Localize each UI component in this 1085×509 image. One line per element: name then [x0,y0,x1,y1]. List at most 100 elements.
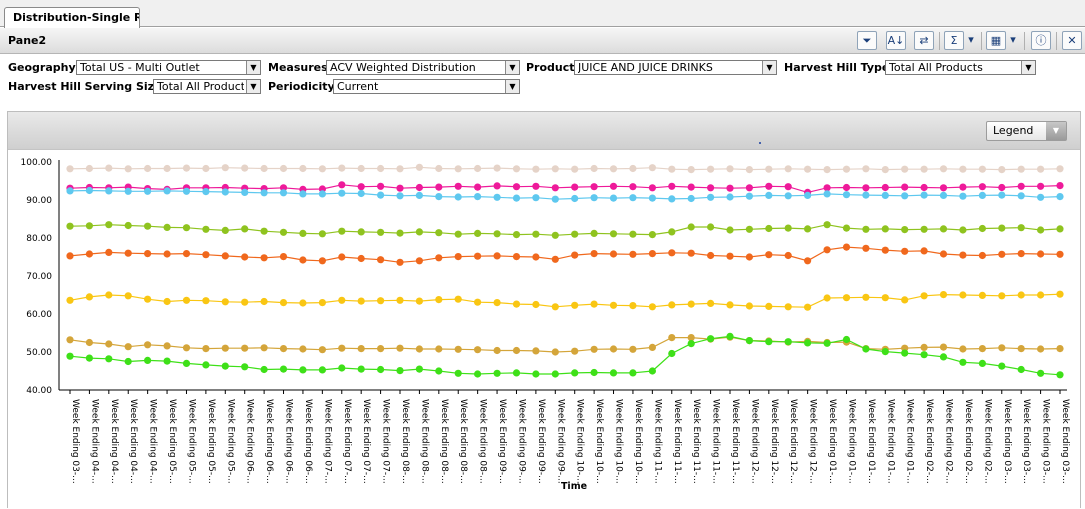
data-point [784,303,792,311]
data-point [804,225,812,233]
data-point [784,251,792,260]
filter-icon[interactable]: ⏷ [857,31,877,50]
data-point [454,345,462,353]
serving-size-select[interactable]: Total All Products ▼ [153,79,261,94]
data-point [862,345,870,353]
tools-icon[interactable]: ✕ [1062,31,1082,50]
data-point [338,164,346,172]
data-point [318,366,326,374]
data-point [745,302,754,310]
x-tick-label: Week Ending 10-... [614,399,624,484]
sum-icon[interactable]: Σ [944,31,964,50]
chevron-down-icon[interactable]: ▼ [1021,61,1035,74]
chart-header: Legend ▼ [8,112,1080,150]
data-point [823,221,831,229]
x-tick-label: Week Ending 07-... [361,399,371,484]
data-point [182,344,191,352]
legend-dropdown[interactable]: Legend ▼ [986,121,1067,141]
data-point [85,222,93,230]
periodicity-select[interactable]: Current ▼ [333,79,520,94]
data-point [105,187,113,195]
data-point [629,230,637,238]
data-point [959,226,967,234]
product-select[interactable]: JUICE AND JUICE DRINKS ▼ [574,60,777,75]
data-point [202,345,210,353]
data-point [357,189,365,198]
x-tick-label: Week Ending 04-... [148,399,158,484]
data-point [668,228,676,236]
data-point [726,165,734,173]
data-point [512,300,521,308]
data-point [687,249,695,257]
data-point [1017,182,1025,190]
data-point [512,346,521,355]
chart-panel: Legend ▼ 40.00 50.00 60.00 70.00 80.00 90.00 1… [7,111,1081,508]
data-point [609,182,618,190]
data-point [124,187,132,195]
data-point [998,362,1006,370]
series-line [69,166,1061,171]
chevron-down-icon[interactable]: ▼ [246,61,260,74]
info-icon[interactable]: ⓘ [1031,31,1051,50]
data-point [279,345,288,353]
chevron-down-icon[interactable]: ▼ [246,80,260,93]
chevron-down-icon[interactable]: ▼ [505,61,519,74]
data-point [182,359,191,367]
data-point [318,346,326,354]
data-point [881,183,889,192]
measures-select[interactable]: ACV Weighted Distribution ▼ [326,60,520,75]
data-point [512,253,521,261]
data-point [1017,192,1025,200]
toolbar-separator [981,32,982,50]
data-point [629,369,637,377]
data-point [804,339,812,347]
data-point [590,345,598,353]
x-tick-label: Week Ending 08-... [458,399,468,484]
data-point [765,338,773,346]
data-point [260,344,268,352]
data-point [299,164,307,173]
tab-distribution-single[interactable]: Distribution-Single R... [4,7,140,28]
chevron-down-icon[interactable]: ▼ [1046,122,1066,140]
data-point [978,345,987,353]
data-point [842,191,851,199]
data-point [920,165,928,173]
sum-dropdown-icon[interactable]: ▾ [968,33,974,46]
table-layout-icon[interactable]: ▦ [986,31,1006,50]
data-point [221,226,229,234]
x-tick-label: Week Ending 07-... [342,399,352,484]
x-tick-label: Week Ending 09-... [536,399,546,484]
data-point [939,353,948,361]
data-point [66,222,74,230]
layout-dropdown-icon[interactable]: ▾ [1010,33,1016,46]
x-tick-label: Week Ending 10-... [594,399,604,484]
data-point [221,252,229,260]
x-tick-label: Week Ending 05-... [206,399,216,484]
chevron-down-icon[interactable]: ▼ [505,80,519,93]
data-point [959,345,967,353]
data-point [105,340,113,348]
data-point [318,190,326,198]
grid-swap-icon[interactable]: ⇄ [914,31,934,50]
data-point [105,291,113,299]
data-point [493,346,501,355]
data-point [745,253,754,261]
harvest-type-select[interactable]: Total All Products ▼ [885,60,1036,75]
sort-icon[interactable]: A↓ [886,31,906,50]
data-point [1017,250,1025,258]
data-point [260,227,268,235]
chevron-down-icon[interactable]: ▼ [762,61,776,74]
x-tick-label: Week Ending 12-... [769,399,779,484]
data-point [959,183,967,191]
measures-label: Measures [268,61,328,74]
data-point [474,298,482,306]
data-point [279,253,288,261]
geography-select[interactable]: Total US - Multi Outlet ▼ [76,60,261,75]
data-point [415,345,423,353]
data-point [85,186,93,195]
x-tick-label: Week Ending 09-... [516,399,526,484]
data-point [1056,290,1064,298]
data-point [144,164,152,173]
data-point [377,256,385,264]
data-point [590,164,598,173]
